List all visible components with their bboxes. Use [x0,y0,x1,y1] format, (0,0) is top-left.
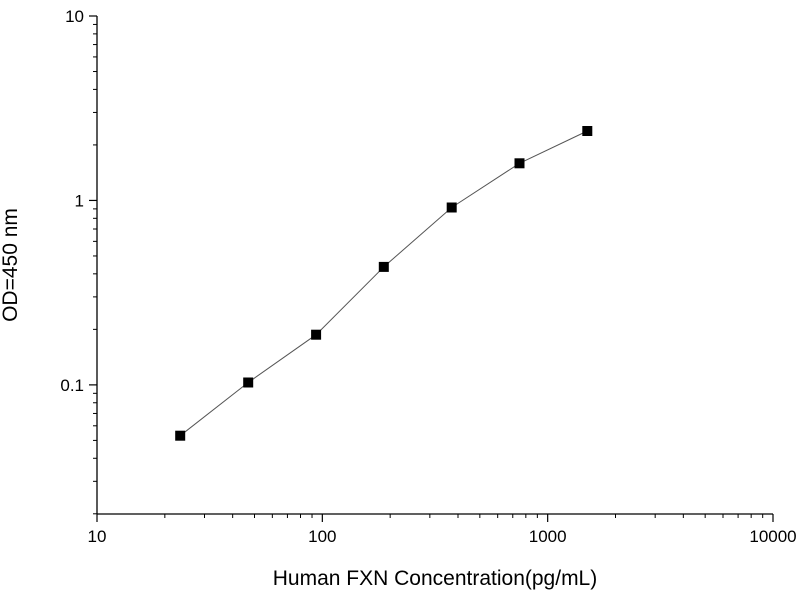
axes [96,16,773,515]
x-tick-label: 10000 [749,527,796,546]
x-tick-label: 10 [88,527,107,546]
data-point [446,202,457,213]
x-axis-title: Human FXN Concentration(pg/mL) [273,567,597,590]
data-point [311,329,322,340]
y-tick-label: 0.1 [60,376,84,395]
data-point [378,261,389,272]
y-tick-label: 10 [65,7,84,26]
data-point [175,430,186,441]
data-point [514,158,525,169]
series [175,126,593,441]
x-tick-label: 1000 [529,527,567,546]
y-tick-label: 1 [75,191,84,210]
ticks: 10 100 1000 10000 0.1 1 10 [60,7,796,546]
x-tick-label: 100 [308,527,336,546]
series-line [179,130,588,437]
data-point [243,377,254,388]
data-point [582,126,593,136]
y-axis-title: OD=450 nm [0,208,22,322]
